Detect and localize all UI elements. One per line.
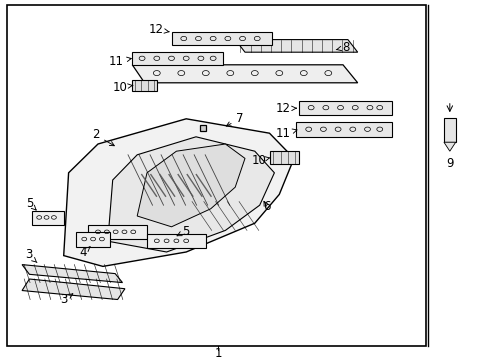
Text: 5: 5 xyxy=(177,225,190,238)
Text: 3: 3 xyxy=(60,293,73,306)
Text: 12: 12 xyxy=(276,102,296,115)
Polygon shape xyxy=(76,232,110,247)
Text: 6: 6 xyxy=(263,201,271,213)
Text: 2: 2 xyxy=(92,129,114,146)
Polygon shape xyxy=(235,40,358,52)
Polygon shape xyxy=(88,225,147,239)
Text: 7: 7 xyxy=(226,112,244,126)
Polygon shape xyxy=(137,144,245,227)
Polygon shape xyxy=(444,142,456,151)
Polygon shape xyxy=(64,119,294,266)
Polygon shape xyxy=(22,279,125,300)
Polygon shape xyxy=(147,234,206,248)
Polygon shape xyxy=(132,52,223,65)
Text: 10: 10 xyxy=(251,154,270,167)
Text: 11: 11 xyxy=(276,127,297,140)
Polygon shape xyxy=(132,80,157,91)
Bar xyxy=(444,118,456,142)
Polygon shape xyxy=(32,211,64,225)
Polygon shape xyxy=(172,32,272,45)
Text: 3: 3 xyxy=(24,248,37,262)
Text: 4: 4 xyxy=(79,246,90,259)
Polygon shape xyxy=(296,122,392,137)
Text: 9: 9 xyxy=(446,157,454,170)
Polygon shape xyxy=(299,101,392,115)
Text: 1: 1 xyxy=(214,347,222,360)
Polygon shape xyxy=(108,137,274,252)
Polygon shape xyxy=(132,65,358,83)
Text: 8: 8 xyxy=(336,41,349,54)
Polygon shape xyxy=(270,151,299,164)
Text: 5: 5 xyxy=(25,197,36,210)
Polygon shape xyxy=(22,265,122,283)
Bar xyxy=(7,5,426,346)
Text: 11: 11 xyxy=(109,55,131,68)
Text: 12: 12 xyxy=(148,23,169,36)
Text: 10: 10 xyxy=(113,81,133,94)
